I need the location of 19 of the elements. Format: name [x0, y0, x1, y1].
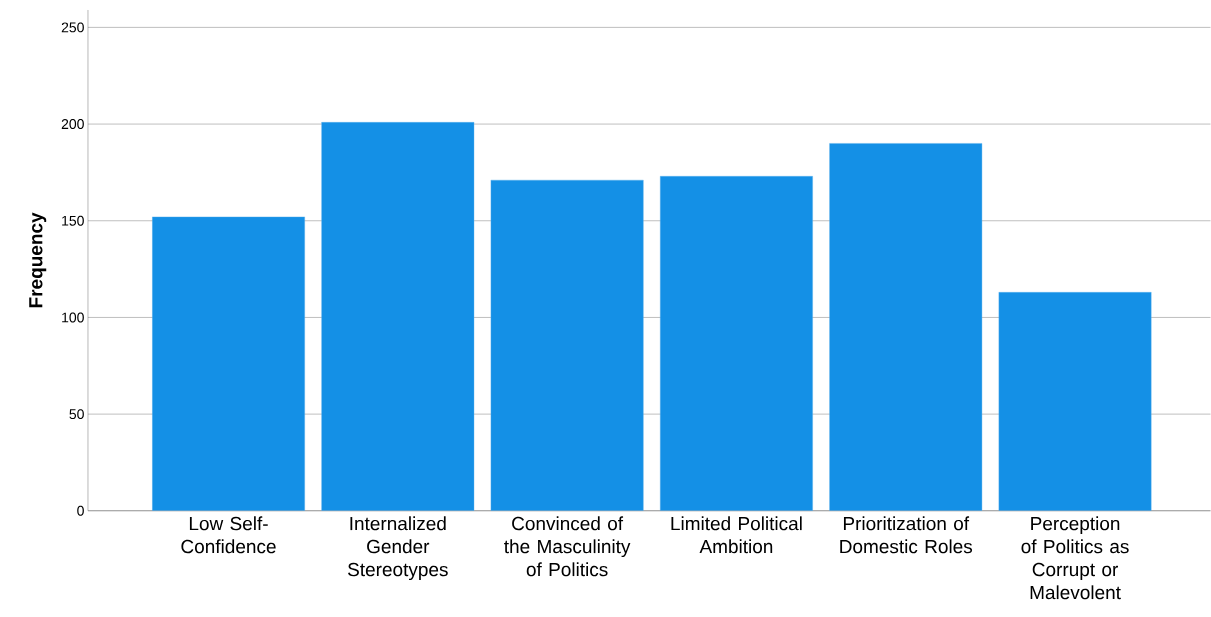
y-axis-title: Frequency: [29, 212, 47, 308]
y-tick-label: 200: [61, 119, 84, 130]
x-tick-label: Low Self-Confidence: [181, 516, 276, 554]
bar: [660, 176, 813, 511]
x-tick-label: Limited Political Ambition: [671, 516, 802, 554]
bar: [321, 122, 475, 511]
y-tick-label: 250: [61, 22, 84, 33]
bar: [998, 292, 1152, 511]
y-tick-label: 150: [62, 215, 84, 226]
x-tick-label: Convinced of the Masculinity of Politics: [504, 516, 631, 577]
bar: [829, 143, 983, 511]
y-tick-label: 50: [69, 409, 84, 420]
x-tick-label: Prioritization of Domestic Roles: [840, 516, 973, 554]
y-tick-label: 0: [77, 505, 84, 516]
bar: [152, 216, 305, 511]
bar: [490, 180, 644, 511]
x-tick-label: Internalized Gender Stereotypes: [348, 516, 448, 581]
y-tick-label: 100: [62, 312, 84, 323]
x-tick-label: Perception of Politics as Corrupt or Malevolent: [1021, 516, 1129, 600]
